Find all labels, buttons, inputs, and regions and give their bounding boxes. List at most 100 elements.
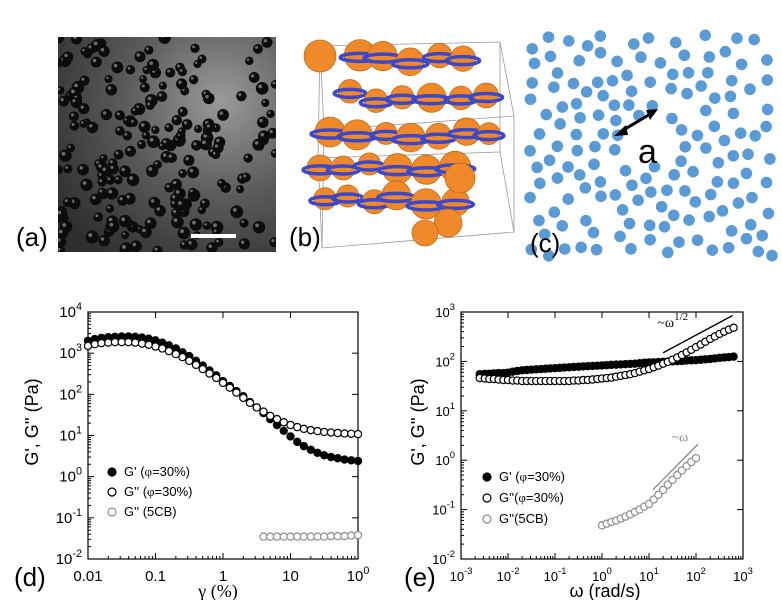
schematic-dot [644,76,656,88]
data-point [299,532,309,541]
data-point [225,383,234,392]
particle [202,221,212,230]
particle-highlight [199,56,203,59]
chart-d-xlabel: γ (%) [197,581,237,600]
schematic-dot [655,200,668,213]
particle-schematic: a [524,29,778,262]
particle-highlight [116,112,120,116]
schematic-dot [543,154,556,167]
particle-highlight [109,160,113,164]
particle-sphere [444,162,476,194]
particle-highlight [168,154,172,158]
schematic-dot [533,128,546,140]
particle-highlight [201,200,205,204]
schematic-dot [623,217,636,230]
particle-highlight [173,117,177,121]
particle [124,145,137,157]
particle-highlight [185,156,189,161]
particle [202,92,215,105]
particle [176,78,188,90]
schematic-dot [703,51,716,63]
data-point [658,485,668,495]
particle-highlight [218,180,222,184]
particle-highlight [102,111,107,115]
data-point [293,437,302,447]
schematic-dot [725,225,738,237]
data-point [110,337,120,347]
data-point [279,418,288,427]
data-point [245,398,255,408]
particle-sphere [303,39,337,73]
schematic-dot [700,104,712,117]
particle [187,166,200,179]
particle-highlight [154,247,158,251]
data-point [320,427,329,437]
data-point [313,426,322,436]
schematic-dot [562,161,574,173]
data-point [185,356,194,366]
schematic-dot [746,191,758,204]
length-arrow [614,109,658,136]
particle-highlight [93,41,98,46]
particle-highlight [161,37,165,38]
particle [89,193,102,206]
particle [266,109,275,119]
schematic-dot [619,164,632,177]
particle-highlight [102,167,106,171]
scale-bar [191,234,236,238]
schematic-dot [556,101,569,113]
particle [177,106,188,117]
data-point [97,338,106,348]
particle-highlight [254,141,259,145]
schematic-dot [658,221,671,233]
particle-highlight [99,179,103,183]
data-point [320,532,329,541]
data-point [340,455,349,464]
schematic-dot [691,234,704,246]
schematic-dot [687,165,699,178]
particle-highlight [147,219,151,224]
particle-highlight [162,153,167,157]
y-tick-label: 102 [435,351,455,369]
data-point [326,428,336,437]
particle-highlight [144,67,147,71]
particle [115,126,125,136]
panel-label-d: (d) [14,562,46,592]
particle-highlight [190,189,193,193]
x-tick-label: 100 [347,565,370,585]
schematic-dot [760,120,772,133]
data-point [326,531,336,541]
schematic-dot [646,100,659,112]
particle-sphere [433,208,463,238]
chart-e-xlabel: ω (rad/s) [569,581,640,600]
schematic-dot [756,229,769,242]
schematic-dot [626,179,638,192]
y-tick-label: 10-2 [56,548,82,568]
particle-highlight [98,164,102,168]
particle-highlight [262,100,266,103]
x-tick-label: 10 [282,568,299,585]
schematic-dot [740,167,753,180]
particle-highlight [95,214,99,218]
particle-highlight [121,217,126,222]
particle-highlight [204,223,207,226]
particle [166,152,178,163]
particle [245,56,254,66]
particle-highlight [172,195,176,199]
particle-highlight [99,189,103,193]
schematic-dot [543,250,555,262]
particle-highlight [245,155,249,159]
schematic-dot [699,29,712,42]
particle-highlight [92,58,97,63]
particle [204,122,216,133]
particle-highlight [243,174,247,178]
particle [129,118,139,127]
schematic-dot [625,243,637,255]
particle-highlight [178,80,182,84]
particle-highlight [58,247,61,251]
particle [206,242,218,252]
schematic-dot [632,194,644,206]
data-point [347,429,356,438]
y-tick-label: 103 [59,342,82,362]
schematic-dot [645,186,657,198]
